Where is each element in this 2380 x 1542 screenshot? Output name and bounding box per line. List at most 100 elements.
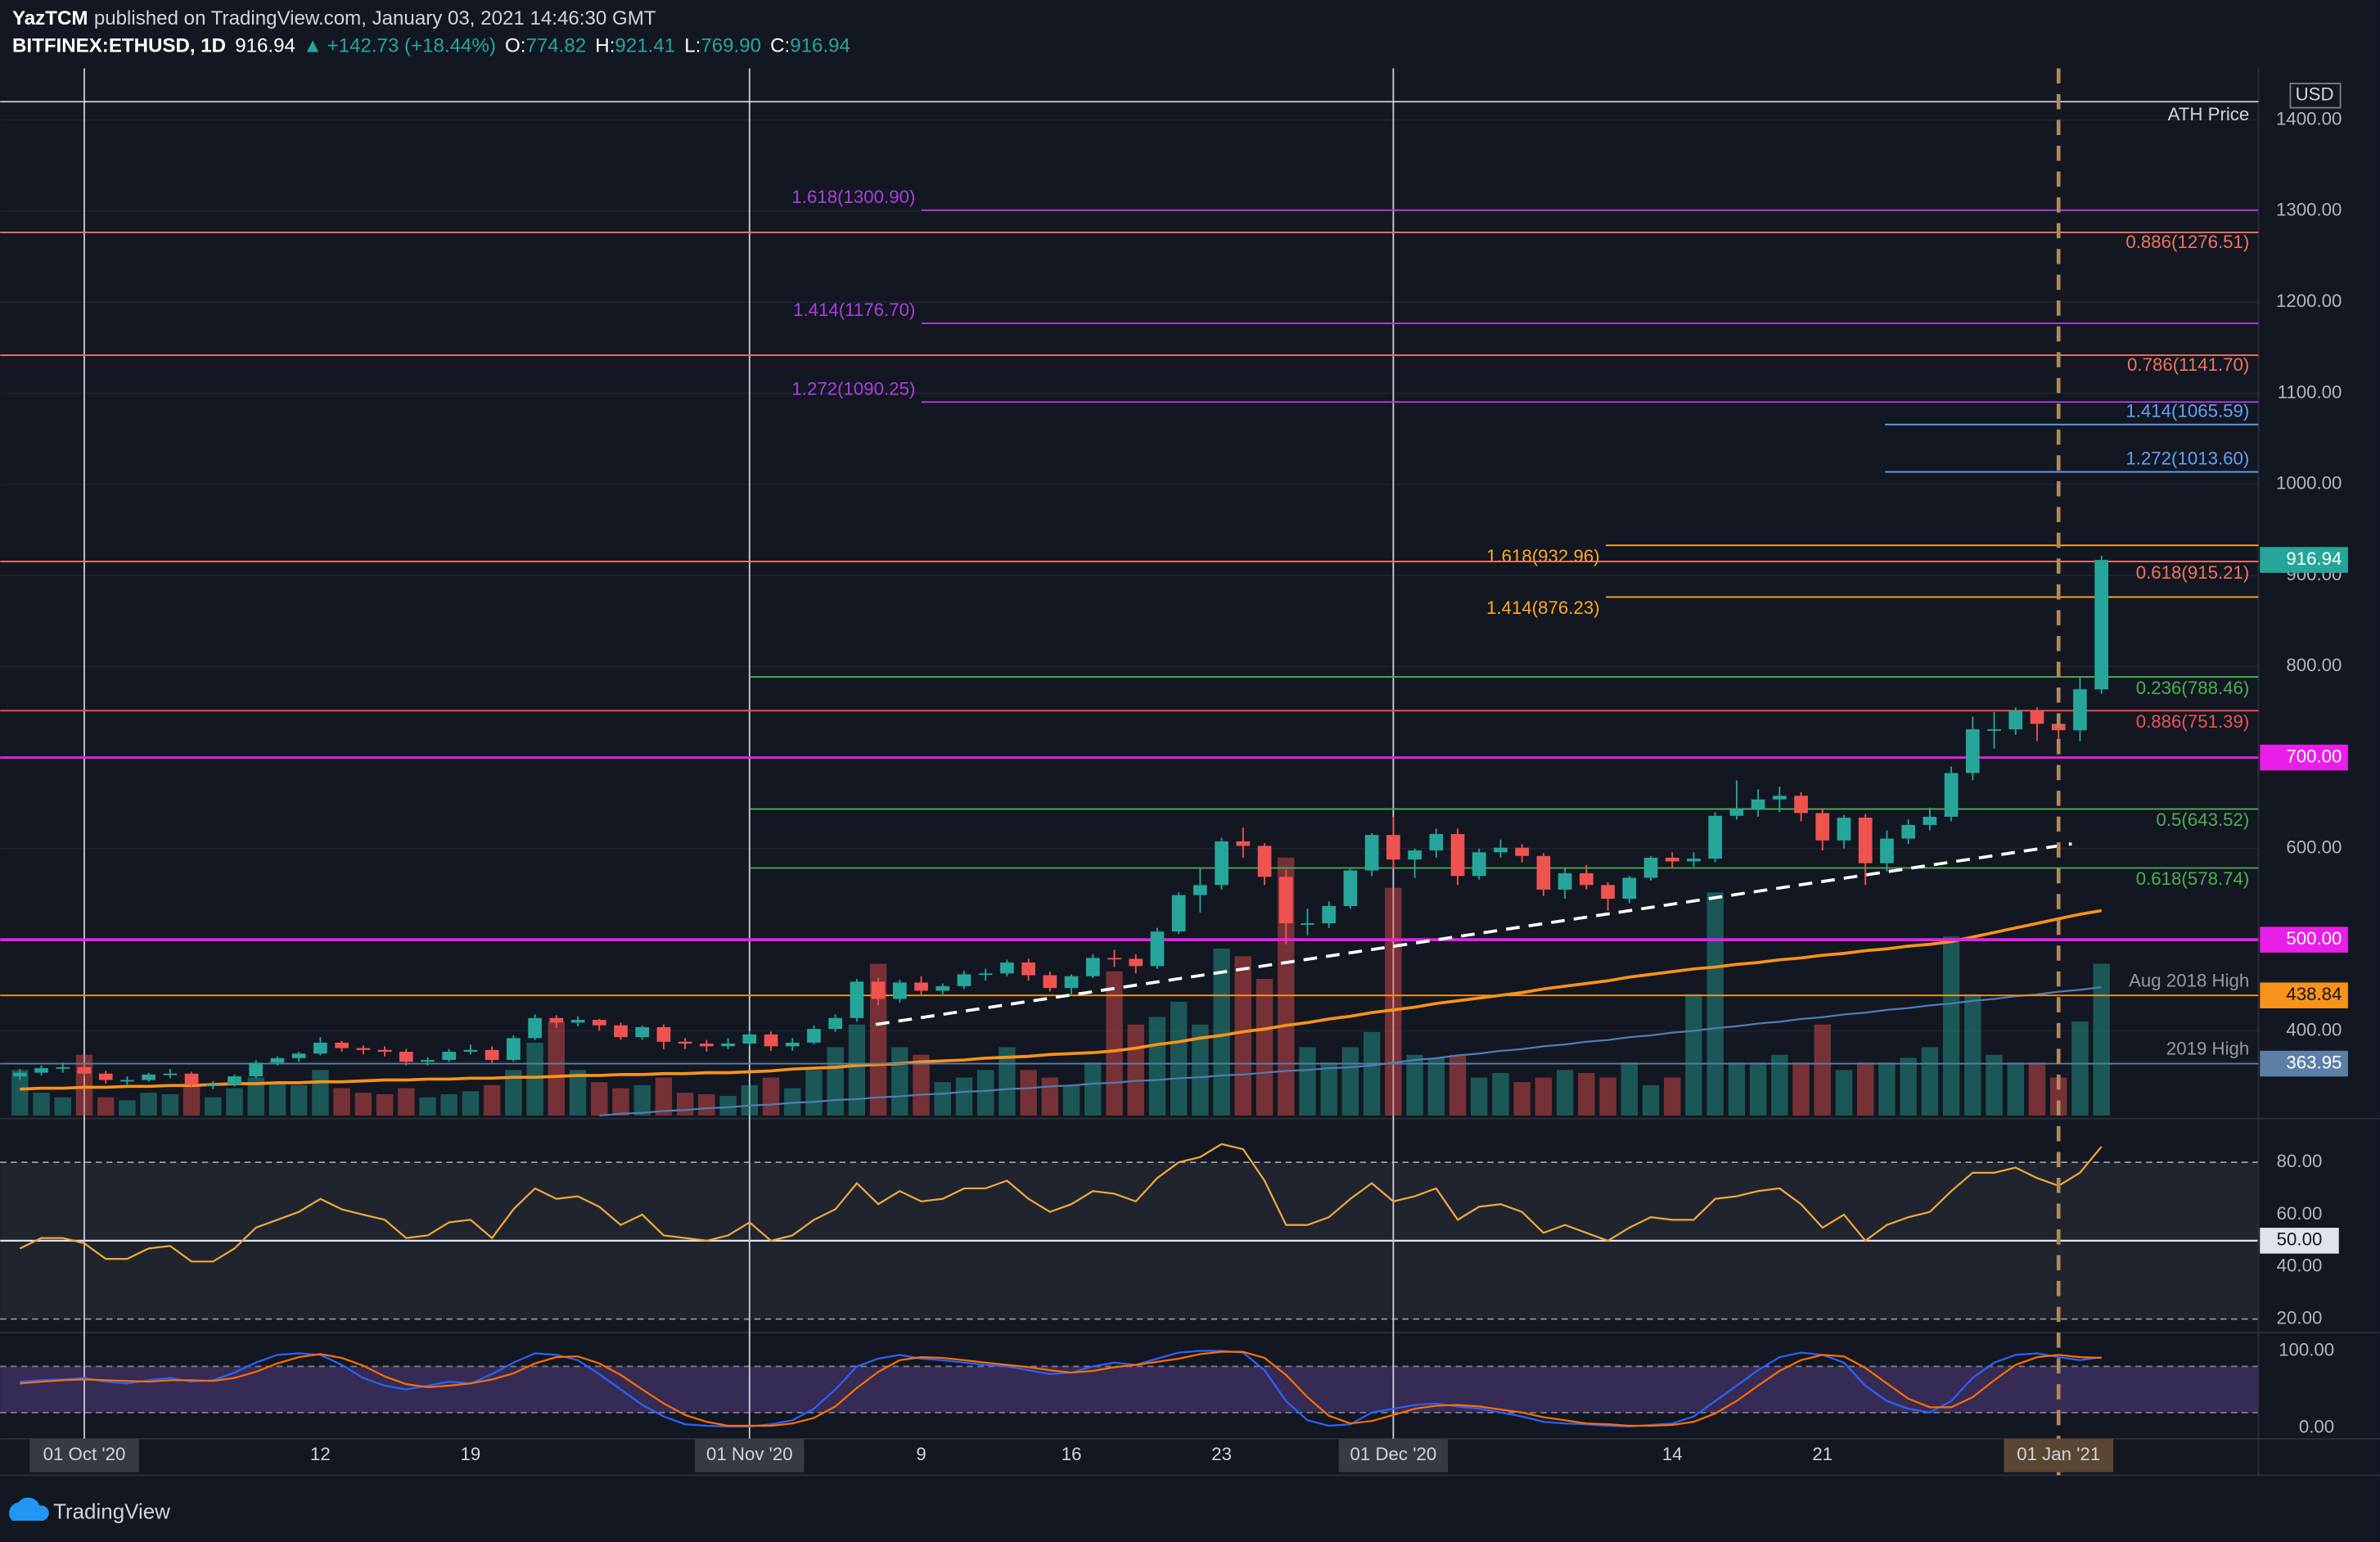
candle-body xyxy=(1687,859,1701,862)
y-tick-label: 800.00 xyxy=(2286,655,2342,675)
volume-bar xyxy=(226,1088,243,1116)
volume-bar xyxy=(1062,1084,1080,1116)
x-tick-label: 01 Nov '20 xyxy=(706,1444,793,1464)
candle-body xyxy=(2030,710,2044,724)
volume-bar xyxy=(869,963,887,1116)
candle-body xyxy=(935,985,950,991)
rsi-tick-label: 20.00 xyxy=(2277,1307,2323,1328)
price-tag xyxy=(2260,744,2348,771)
candle-body xyxy=(1450,834,1465,877)
low-value: 769.90 xyxy=(701,35,761,57)
candle-body xyxy=(1643,857,1658,878)
candle-body xyxy=(742,1034,757,1044)
volume-bar xyxy=(1170,1001,1188,1116)
candle-body xyxy=(205,1084,220,1086)
volume-bar xyxy=(591,1082,608,1116)
level-label: 0.786(1141.70) xyxy=(2127,354,2249,375)
x-tick-label: 14 xyxy=(1662,1444,1683,1464)
candle-body xyxy=(656,1026,671,1042)
candle-body xyxy=(335,1042,349,1048)
candle-body xyxy=(34,1068,48,1073)
volume-bar xyxy=(33,1093,50,1116)
level-label: Aug 2018 High xyxy=(2129,970,2249,990)
candle-body xyxy=(1494,847,1508,853)
candle-body xyxy=(2094,560,2109,690)
candle-body xyxy=(570,1020,585,1023)
volume-bar xyxy=(1406,1054,1423,1116)
candle-body xyxy=(978,973,993,976)
volume-bar xyxy=(376,1093,394,1116)
stoch-line xyxy=(20,1350,2102,1427)
level-label: 1.414(1176.70) xyxy=(793,300,915,320)
volume-bar xyxy=(247,1077,264,1116)
volume-bar xyxy=(569,1070,587,1116)
volume-bar xyxy=(419,1097,436,1116)
volume-bar xyxy=(333,1088,350,1116)
volume-bar xyxy=(205,1097,222,1116)
volume-bar xyxy=(1535,1077,1553,1116)
brand-name: TradingView xyxy=(53,1499,170,1524)
candle-body xyxy=(2073,689,2087,731)
symbol-line: BITFINEX:ETHUSD, 1D 916.94 ▲ +142.73 (+18.4… xyxy=(12,35,850,57)
candle-body xyxy=(549,1017,564,1023)
volume-bar xyxy=(2028,1062,2046,1116)
candle-body xyxy=(1966,729,1980,773)
candle-body xyxy=(678,1041,692,1044)
time-label-box xyxy=(695,1438,805,1472)
candle-body xyxy=(1129,958,1143,967)
candle-body xyxy=(1386,835,1400,860)
level-label: 1.618(1300.90) xyxy=(791,187,915,207)
candle-body xyxy=(2008,710,2023,730)
candle-body xyxy=(871,981,886,999)
candle-body xyxy=(356,1048,371,1050)
x-tick-label: 01 Jan '21 xyxy=(2017,1444,2100,1464)
volume-bar xyxy=(934,1082,951,1116)
candle-body xyxy=(592,1020,606,1026)
candle-body xyxy=(1557,872,1572,890)
candle-body xyxy=(485,1049,499,1061)
price-tag xyxy=(2260,927,2348,953)
candle-body xyxy=(1107,958,1121,960)
price-tag-label: 363.95 xyxy=(2286,1052,2342,1072)
volume-bar xyxy=(1685,994,1702,1116)
candle-body xyxy=(1858,818,1873,863)
volume-bar xyxy=(398,1088,415,1116)
candle-body xyxy=(1150,931,1165,967)
volume-bar xyxy=(1320,1062,1337,1116)
volume-bar xyxy=(1878,1062,1895,1116)
change: +142.73 (+18.44%) xyxy=(327,35,496,57)
candle-body xyxy=(270,1057,285,1063)
candle-body xyxy=(614,1025,628,1038)
open-label: O: xyxy=(505,35,525,57)
level-label: 1.618(932.96) xyxy=(1486,546,1600,566)
volume-bar xyxy=(1385,887,1402,1116)
volume-bar xyxy=(119,1100,136,1116)
candle-body xyxy=(635,1026,650,1038)
candle-body xyxy=(163,1073,178,1075)
volume-bar xyxy=(1942,936,1960,1116)
candle-body xyxy=(892,982,907,999)
candle-body xyxy=(313,1042,327,1054)
volume-bar xyxy=(1706,892,1724,1116)
candle-body xyxy=(1601,885,1615,900)
volume-bar xyxy=(1041,1077,1059,1116)
candle-body xyxy=(399,1052,413,1062)
volume-bar xyxy=(1127,1024,1144,1116)
volume-bar xyxy=(462,1091,480,1116)
price-tag xyxy=(2260,1050,2348,1077)
volume-bar xyxy=(1363,1031,1381,1116)
low-label: L: xyxy=(684,35,701,57)
candle-body xyxy=(764,1034,778,1047)
volume-bar xyxy=(1234,956,1252,1116)
volume-bar xyxy=(762,1077,780,1116)
volume-bar xyxy=(1299,1047,1316,1116)
high-label: H: xyxy=(595,35,615,57)
volume-bar xyxy=(1900,1057,1917,1116)
candle-body xyxy=(528,1017,542,1039)
stoch-tick-label: 100.00 xyxy=(2279,1340,2334,1360)
candle-body xyxy=(98,1073,113,1080)
logo-icon xyxy=(9,1497,49,1522)
volume-bar xyxy=(1556,1070,1574,1116)
candle-body xyxy=(1064,976,1079,989)
candle-body xyxy=(1000,962,1014,974)
